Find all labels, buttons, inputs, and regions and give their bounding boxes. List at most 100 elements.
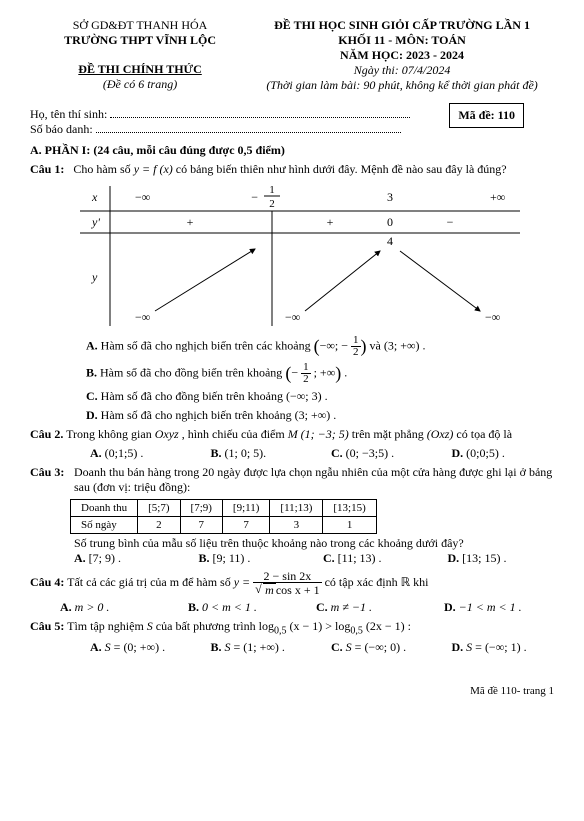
svg-text:+∞: +∞	[490, 190, 505, 204]
q3-h2: Số ngày	[71, 517, 138, 534]
q5-t1: Tìm tập nghiệm	[67, 619, 147, 633]
q1-optA-t1: Hàm số đã cho nghịch biến trên các khoản…	[101, 338, 314, 352]
q1-optB-t1: Hàm số đã cho đồng biến trên khoảng	[100, 365, 285, 379]
q2-M: M (1; −3; 5)	[288, 427, 349, 441]
q2: Câu 2. Trong không gian Oxyz , hình chiế…	[30, 427, 554, 442]
q1-optC-t: Hàm số đã cho đồng biến trên khoảng (−∞;…	[101, 389, 328, 403]
q4-d: D. −1 < m < 1 .	[444, 600, 554, 615]
q5-d: D. S = (−∞; 1) .	[452, 640, 555, 655]
page: SỞ GD&ĐT THANH HÓA TRƯỜNG THPT VĨNH LỘC …	[0, 0, 584, 707]
q3-v2: 7	[222, 517, 269, 534]
q3-a: A. [7; 9) .	[74, 551, 181, 566]
q3-v4: 1	[323, 517, 376, 534]
q3-c2: [9;11)	[222, 500, 269, 517]
q2-t2: , hình chiếu của điểm	[182, 427, 288, 441]
svg-text:y': y'	[91, 215, 100, 229]
q1-text2: có bảng biến thiên như hình dưới đây. Mệ…	[176, 162, 507, 176]
q3-v3: 3	[270, 517, 323, 534]
q3-text: Doanh thu bán hàng trong 20 ngày được lự…	[74, 465, 554, 495]
q3-h1: Doanh thu	[71, 500, 138, 517]
q2-label: Câu 2.	[30, 427, 63, 441]
q1-optB-intb: ; +∞	[314, 365, 336, 379]
q1-optC: C. Hàm số đã cho đồng biến trên khoảng (…	[86, 389, 554, 404]
q3-b: B. [9; 11) .	[199, 551, 306, 566]
q5-arg1: (x − 1)	[289, 619, 322, 633]
q2-t1: Trong không gian	[66, 427, 155, 441]
q4-label: Câu 4:	[30, 575, 64, 589]
q1-optA-and: và	[370, 338, 384, 352]
svg-text:1: 1	[269, 184, 275, 196]
q3-table: Doanh thu [5;7) [7;9) [9;11) [11;13) [13…	[70, 499, 377, 534]
q3-options: A. [7; 9) . B. [9; 11) . C. [11; 13) . D…	[74, 551, 554, 566]
q4-b: B. 0 < m < 1 .	[188, 600, 298, 615]
q5-c: C. S = (−∞; 0) .	[331, 640, 434, 655]
exam-year: NĂM HỌC: 2023 - 2024	[250, 48, 554, 63]
q1-optA-int2: (3; +∞)	[384, 338, 420, 352]
q1-optB: B. Hàm số đã cho đồng biến trên khoảng (…	[86, 362, 554, 385]
candidate-info: Mã đề: 110 Họ, tên thí sinh: Số báo danh…	[30, 107, 554, 137]
q4-t1: Tất cả các giá trị của m để hàm số	[67, 575, 234, 589]
q5-base2: 0,5	[350, 625, 363, 636]
name-field[interactable]	[110, 108, 410, 118]
svg-text:4: 4	[387, 234, 393, 248]
svg-text:2: 2	[269, 198, 275, 210]
header-right: ĐỀ THI HỌC SINH GIỎI CẤP TRƯỜNG LẦN 1 KH…	[250, 18, 554, 93]
q1-optD: D. Hàm số đã cho nghịch biến trên khoảng…	[86, 408, 554, 423]
svg-text:−∞: −∞	[485, 310, 500, 324]
q2-oxyz: Oxyz	[155, 427, 179, 441]
svg-text:−∞: −∞	[135, 310, 150, 324]
q3-conclude: Số trung bình của mẫu số liệu trên thuộc…	[74, 536, 554, 551]
q1-optA-label: A.	[86, 338, 98, 352]
q3-c1: [7;9)	[180, 500, 222, 517]
q5-base1: 0,5	[274, 625, 287, 636]
q4-eqy: y =	[234, 575, 250, 589]
q1-optA-int1a: −∞; −	[320, 338, 348, 352]
q3-label: Câu 3:	[30, 465, 74, 495]
svg-text:−∞: −∞	[135, 190, 150, 204]
q2-t4: có tọa độ là	[456, 427, 512, 441]
q5-t2: của bất phương trình	[156, 619, 259, 633]
exam-date: Ngày thi: 07/4/2024	[250, 63, 554, 78]
q2-a: (0;1;5) .	[105, 446, 144, 460]
header: SỞ GD&ĐT THANH HÓA TRƯỜNG THPT VĨNH LỘC …	[30, 18, 554, 93]
sbd-label: Số báo danh:	[30, 122, 93, 136]
q5-a: A. S = (0; +∞) .	[90, 640, 193, 655]
q5-b: B. S = (1; +∞) .	[211, 640, 314, 655]
q3-c0: [5;7)	[138, 500, 180, 517]
q5-gt: >	[325, 619, 335, 633]
q4-t2: có tập xác định ℝ khi	[325, 575, 429, 589]
q1-text1: Cho hàm số	[73, 162, 133, 176]
header-left: SỞ GD&ĐT THANH HÓA TRƯỜNG THPT VĨNH LỘC …	[30, 18, 250, 93]
q3-v1: 7	[180, 517, 222, 534]
q1-label: Câu 1:	[30, 162, 64, 176]
q3: Câu 3: Doanh thu bán hàng trong 20 ngày …	[30, 465, 554, 495]
svg-text:+: +	[187, 215, 194, 229]
q5-log1: log	[259, 619, 274, 633]
q5-arg2: (2x − 1)	[366, 619, 405, 633]
exam-title: ĐỀ THI HỌC SINH GIỎI CẤP TRƯỜNG LẦN 1	[250, 18, 554, 33]
q2-oxz: (Oxz)	[427, 427, 454, 441]
q1: Câu 1: Cho hàm số y = f (x) có bảng biến…	[30, 162, 554, 177]
q2-t3: trên mặt phẳng	[352, 427, 427, 441]
page-count: (Đề có 6 trang)	[30, 77, 250, 92]
svg-text:+: +	[327, 215, 334, 229]
q2-b: (1; 0; 5).	[225, 446, 267, 460]
svg-text:−: −	[447, 215, 454, 229]
q2-d: (0;0;5) .	[466, 446, 505, 460]
q4-num: 2 − sin 2x	[253, 570, 321, 583]
q3-c: C. [11; 13) .	[323, 551, 430, 566]
exam-subject: KHỐI 11 - MÔN: TOÁN	[250, 33, 554, 48]
sbd-field[interactable]	[96, 123, 401, 133]
svg-text:y: y	[91, 270, 98, 284]
variation-table: x −∞ 1 2 − 3 +∞ y' + + 0 − y 4	[80, 181, 520, 331]
svg-text:−∞: −∞	[285, 310, 300, 324]
q4-options: A. m > 0 . B. 0 < m < 1 . C. m ≠ −1 . D.…	[60, 600, 554, 615]
svg-text:3: 3	[387, 190, 393, 204]
q1-func: y = f (x)	[134, 162, 173, 176]
svg-text:0: 0	[387, 215, 393, 229]
q3-c4: [13;15)	[323, 500, 376, 517]
q5-S: S	[147, 619, 153, 633]
q3-c3: [11;13)	[270, 500, 323, 517]
q3-d: D. [13; 15) .	[448, 551, 555, 566]
school: TRƯỜNG THPT VĨNH LỘC	[30, 33, 250, 48]
